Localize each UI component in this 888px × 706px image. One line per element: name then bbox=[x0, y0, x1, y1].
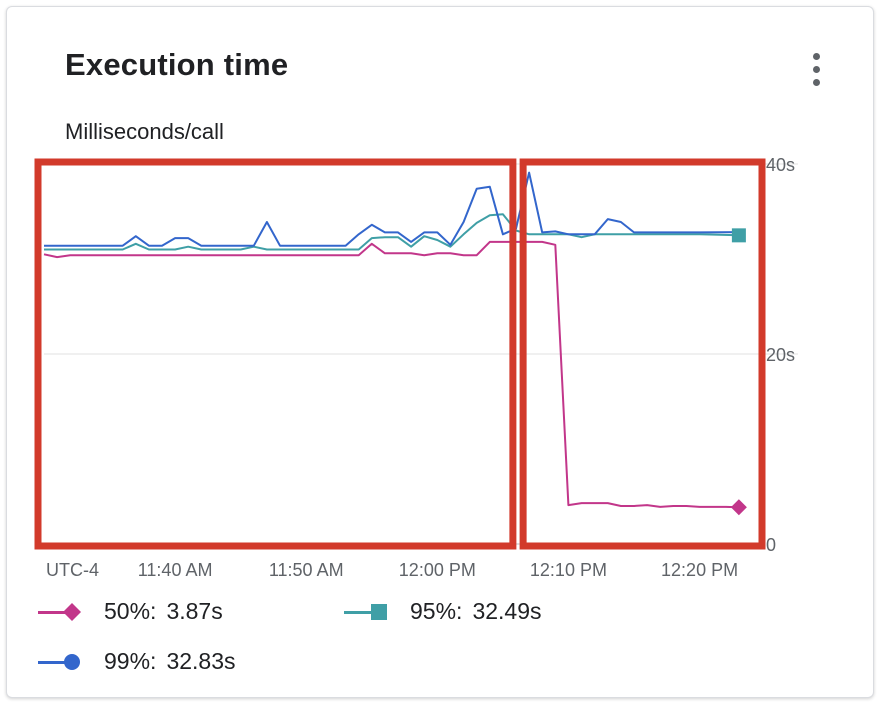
circle-icon bbox=[38, 652, 82, 672]
series-line-99 bbox=[44, 171, 739, 247]
legend-series-value: 3.87s bbox=[166, 598, 223, 624]
legend-series-value: 32.83s bbox=[166, 648, 236, 674]
legend-series-name: 50% bbox=[104, 598, 151, 624]
legend-item-50[interactable]: 50%:3.87s bbox=[38, 598, 223, 625]
x-tick-label: 12:10 PM bbox=[530, 560, 607, 580]
more-vert-icon[interactable] bbox=[803, 51, 831, 91]
end-marker-95 bbox=[731, 228, 746, 243]
y-tick-label: 20s bbox=[766, 345, 795, 365]
highlight-box-before bbox=[34, 158, 517, 550]
diamond-icon bbox=[38, 602, 82, 622]
series-line-50 bbox=[43, 240, 739, 509]
card-title: Execution time bbox=[65, 47, 289, 82]
legend-series-name: 95% bbox=[410, 598, 457, 624]
legend-series-name: 99% bbox=[104, 648, 151, 674]
x-tick-label: 11:40 AM bbox=[138, 560, 213, 580]
timezone-label: UTC-4 bbox=[46, 560, 99, 580]
y-tick-label: 0 bbox=[766, 535, 776, 555]
y-tick-label: 40s bbox=[766, 155, 795, 175]
x-tick-label: 12:20 PM bbox=[661, 560, 738, 580]
legend-series-value: 32.49s bbox=[472, 598, 542, 624]
chart-unit-label: Milliseconds/call bbox=[65, 119, 224, 144]
legend-item-95[interactable]: 95%:32.49s bbox=[344, 598, 542, 625]
highlight-box-after bbox=[519, 158, 766, 550]
series-line-95 bbox=[44, 213, 739, 251]
x-tick-label: 12:00 PM bbox=[399, 560, 476, 580]
execution-time-card: Execution time Milliseconds/call bbox=[6, 6, 874, 698]
legend-item-99[interactable]: 99%:32.83s bbox=[38, 648, 236, 675]
end-marker-50 bbox=[730, 499, 747, 516]
square-icon bbox=[344, 602, 388, 622]
x-tick-label: 11:50 AM bbox=[269, 560, 344, 580]
